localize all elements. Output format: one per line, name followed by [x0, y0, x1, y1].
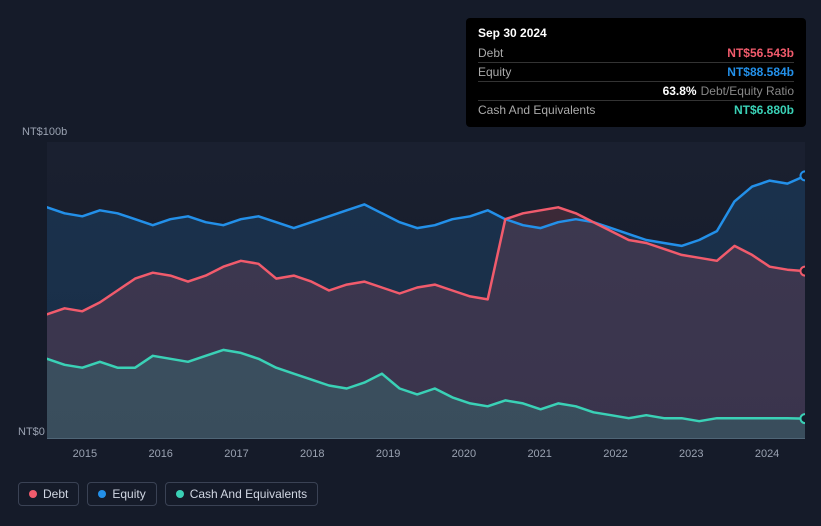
x-tick-label: 2017 — [224, 448, 248, 460]
debt-marker — [801, 267, 806, 276]
legend-item-cash[interactable]: Cash And Equivalents — [165, 482, 318, 506]
chart-tooltip: Sep 30 2024 Debt NT$56.543b Equity NT$88.58… — [466, 18, 806, 127]
x-tick-label: 2024 — [755, 448, 779, 460]
x-tick-label: 2022 — [603, 448, 627, 460]
x-tick-label: 2015 — [73, 448, 97, 460]
legend-swatch-icon — [98, 490, 106, 498]
tooltip-row: Equity NT$88.584b — [478, 62, 794, 81]
x-tick-label: 2016 — [148, 448, 172, 460]
tooltip-key — [478, 84, 598, 98]
legend-label: Equity — [112, 487, 145, 501]
tooltip-value: NT$56.543b — [727, 46, 794, 60]
x-tick-label: 2023 — [679, 448, 703, 460]
y-axis-min-label: NT$0 — [18, 426, 45, 438]
tooltip-value: NT$88.584b — [727, 65, 794, 79]
tooltip-row: Cash And Equivalents NT$6.880b — [478, 100, 794, 119]
equity-marker — [801, 171, 806, 180]
y-axis-max-label: NT$100b — [22, 126, 67, 138]
chart-svg — [47, 142, 805, 439]
tooltip-value: 63.8%Debt/Equity Ratio — [663, 84, 794, 98]
cash-marker — [801, 414, 806, 423]
tooltip-date: Sep 30 2024 — [478, 26, 794, 44]
legend-item-debt[interactable]: Debt — [18, 482, 79, 506]
legend-label: Cash And Equivalents — [190, 487, 307, 501]
tooltip-extra: Debt/Equity Ratio — [701, 84, 794, 98]
tooltip-row: Debt NT$56.543b — [478, 44, 794, 62]
tooltip-rows: Debt NT$56.543b Equity NT$88.584b 63.8%Debt/… — [478, 44, 794, 119]
legend-swatch-icon — [176, 490, 184, 498]
legend-item-equity[interactable]: Equity — [87, 482, 156, 506]
x-axis-labels: 2015 2016 2017 2018 2019 2020 2021 2022 2023 2024 — [47, 448, 805, 460]
tooltip-row: 63.8%Debt/Equity Ratio — [478, 81, 794, 100]
tooltip-value: NT$6.880b — [734, 103, 794, 117]
tooltip-key: Debt — [478, 46, 598, 60]
legend-label: Debt — [43, 487, 68, 501]
x-tick-label: 2019 — [376, 448, 400, 460]
chart-plot-area[interactable] — [47, 142, 805, 439]
tooltip-key: Cash And Equivalents — [478, 103, 598, 117]
legend-swatch-icon — [29, 490, 37, 498]
tooltip-key: Equity — [478, 65, 598, 79]
x-tick-label: 2021 — [527, 448, 551, 460]
x-tick-label: 2018 — [300, 448, 324, 460]
x-tick-label: 2020 — [452, 448, 476, 460]
chart-legend: Debt Equity Cash And Equivalents — [18, 482, 318, 506]
